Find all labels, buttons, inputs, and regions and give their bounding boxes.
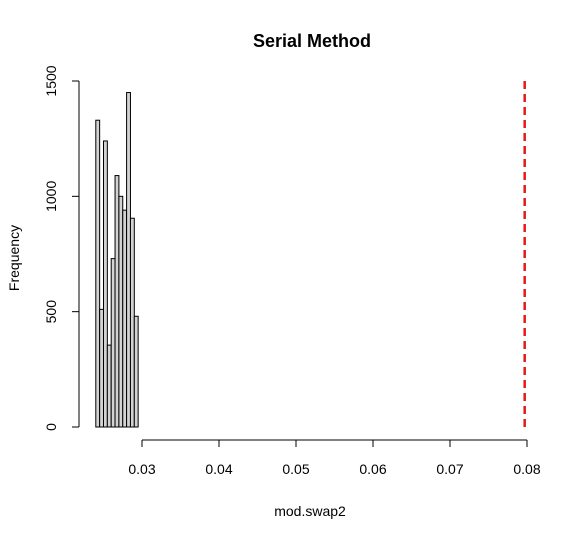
y-tick-label-1500: 1500 (43, 65, 59, 96)
x-tick-label-0.07: 0.07 (436, 461, 463, 477)
y-axis-label: Frequency (6, 225, 22, 291)
histogram-bar-7 (118, 195, 124, 428)
histogram-bar-5 (110, 258, 116, 428)
chart-title: Serial Method (253, 31, 371, 51)
histogram-bar-11 (133, 315, 139, 428)
y-tick-label-500: 500 (43, 300, 59, 324)
y-tick-label-0: 0 (43, 423, 59, 431)
histogram-bar-6 (114, 175, 120, 428)
x-tick-label-0.05: 0.05 (282, 461, 309, 477)
x-tick-label-0.04: 0.04 (205, 461, 232, 477)
histogram-bar-1 (95, 119, 101, 428)
x-tick-label-0.08: 0.08 (513, 461, 540, 477)
histogram-bar-9 (126, 92, 131, 428)
histogram-bars (95, 92, 139, 428)
histogram-bar-4 (106, 344, 112, 428)
x-tick-label-0.06: 0.06 (359, 461, 386, 477)
x-axis-label: mod.swap2 (274, 503, 346, 519)
histogram-bar-2 (99, 308, 105, 428)
x-axis: 0.03 0.04 0.05 0.06 0.07 0.08 (128, 439, 541, 477)
histogram-bar-8 (122, 209, 128, 428)
x-tick-label-0.03: 0.03 (128, 461, 155, 477)
histogram-bar-3 (103, 140, 108, 428)
histogram-bar-10 (129, 217, 135, 428)
y-axis: 0 500 1000 1500 (43, 65, 80, 431)
y-tick-label-1000: 1000 (43, 181, 59, 212)
